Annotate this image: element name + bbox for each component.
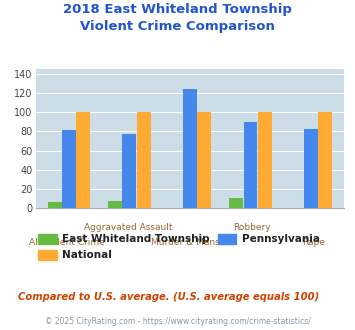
Bar bbox=[183, 89, 197, 208]
Bar bbox=[318, 112, 332, 208]
Bar bbox=[76, 112, 90, 208]
Text: Robbery: Robbery bbox=[233, 223, 271, 232]
Bar bbox=[244, 122, 257, 208]
Text: Murder & Mans...: Murder & Mans... bbox=[151, 238, 229, 247]
Text: All Violent Crime: All Violent Crime bbox=[28, 238, 104, 247]
Text: Compared to U.S. average. (U.S. average equals 100): Compared to U.S. average. (U.S. average … bbox=[18, 292, 319, 302]
Text: Rape: Rape bbox=[302, 238, 325, 247]
Bar bbox=[304, 129, 318, 208]
Text: © 2025 CityRating.com - https://www.cityrating.com/crime-statistics/: © 2025 CityRating.com - https://www.city… bbox=[45, 317, 310, 326]
Bar bbox=[62, 130, 76, 208]
Bar bbox=[122, 134, 136, 208]
Bar bbox=[258, 112, 272, 208]
Text: Aggravated Assault: Aggravated Assault bbox=[84, 223, 173, 232]
Bar bbox=[108, 201, 122, 208]
Bar bbox=[197, 112, 211, 208]
Text: 2018 East Whiteland Township
Violent Crime Comparison: 2018 East Whiteland Township Violent Cri… bbox=[63, 3, 292, 33]
Legend: East Whiteland Township, National, Pennsylvania: East Whiteland Township, National, Penns… bbox=[34, 230, 324, 264]
Bar bbox=[137, 112, 151, 208]
Bar bbox=[229, 198, 243, 208]
Bar bbox=[48, 202, 61, 208]
